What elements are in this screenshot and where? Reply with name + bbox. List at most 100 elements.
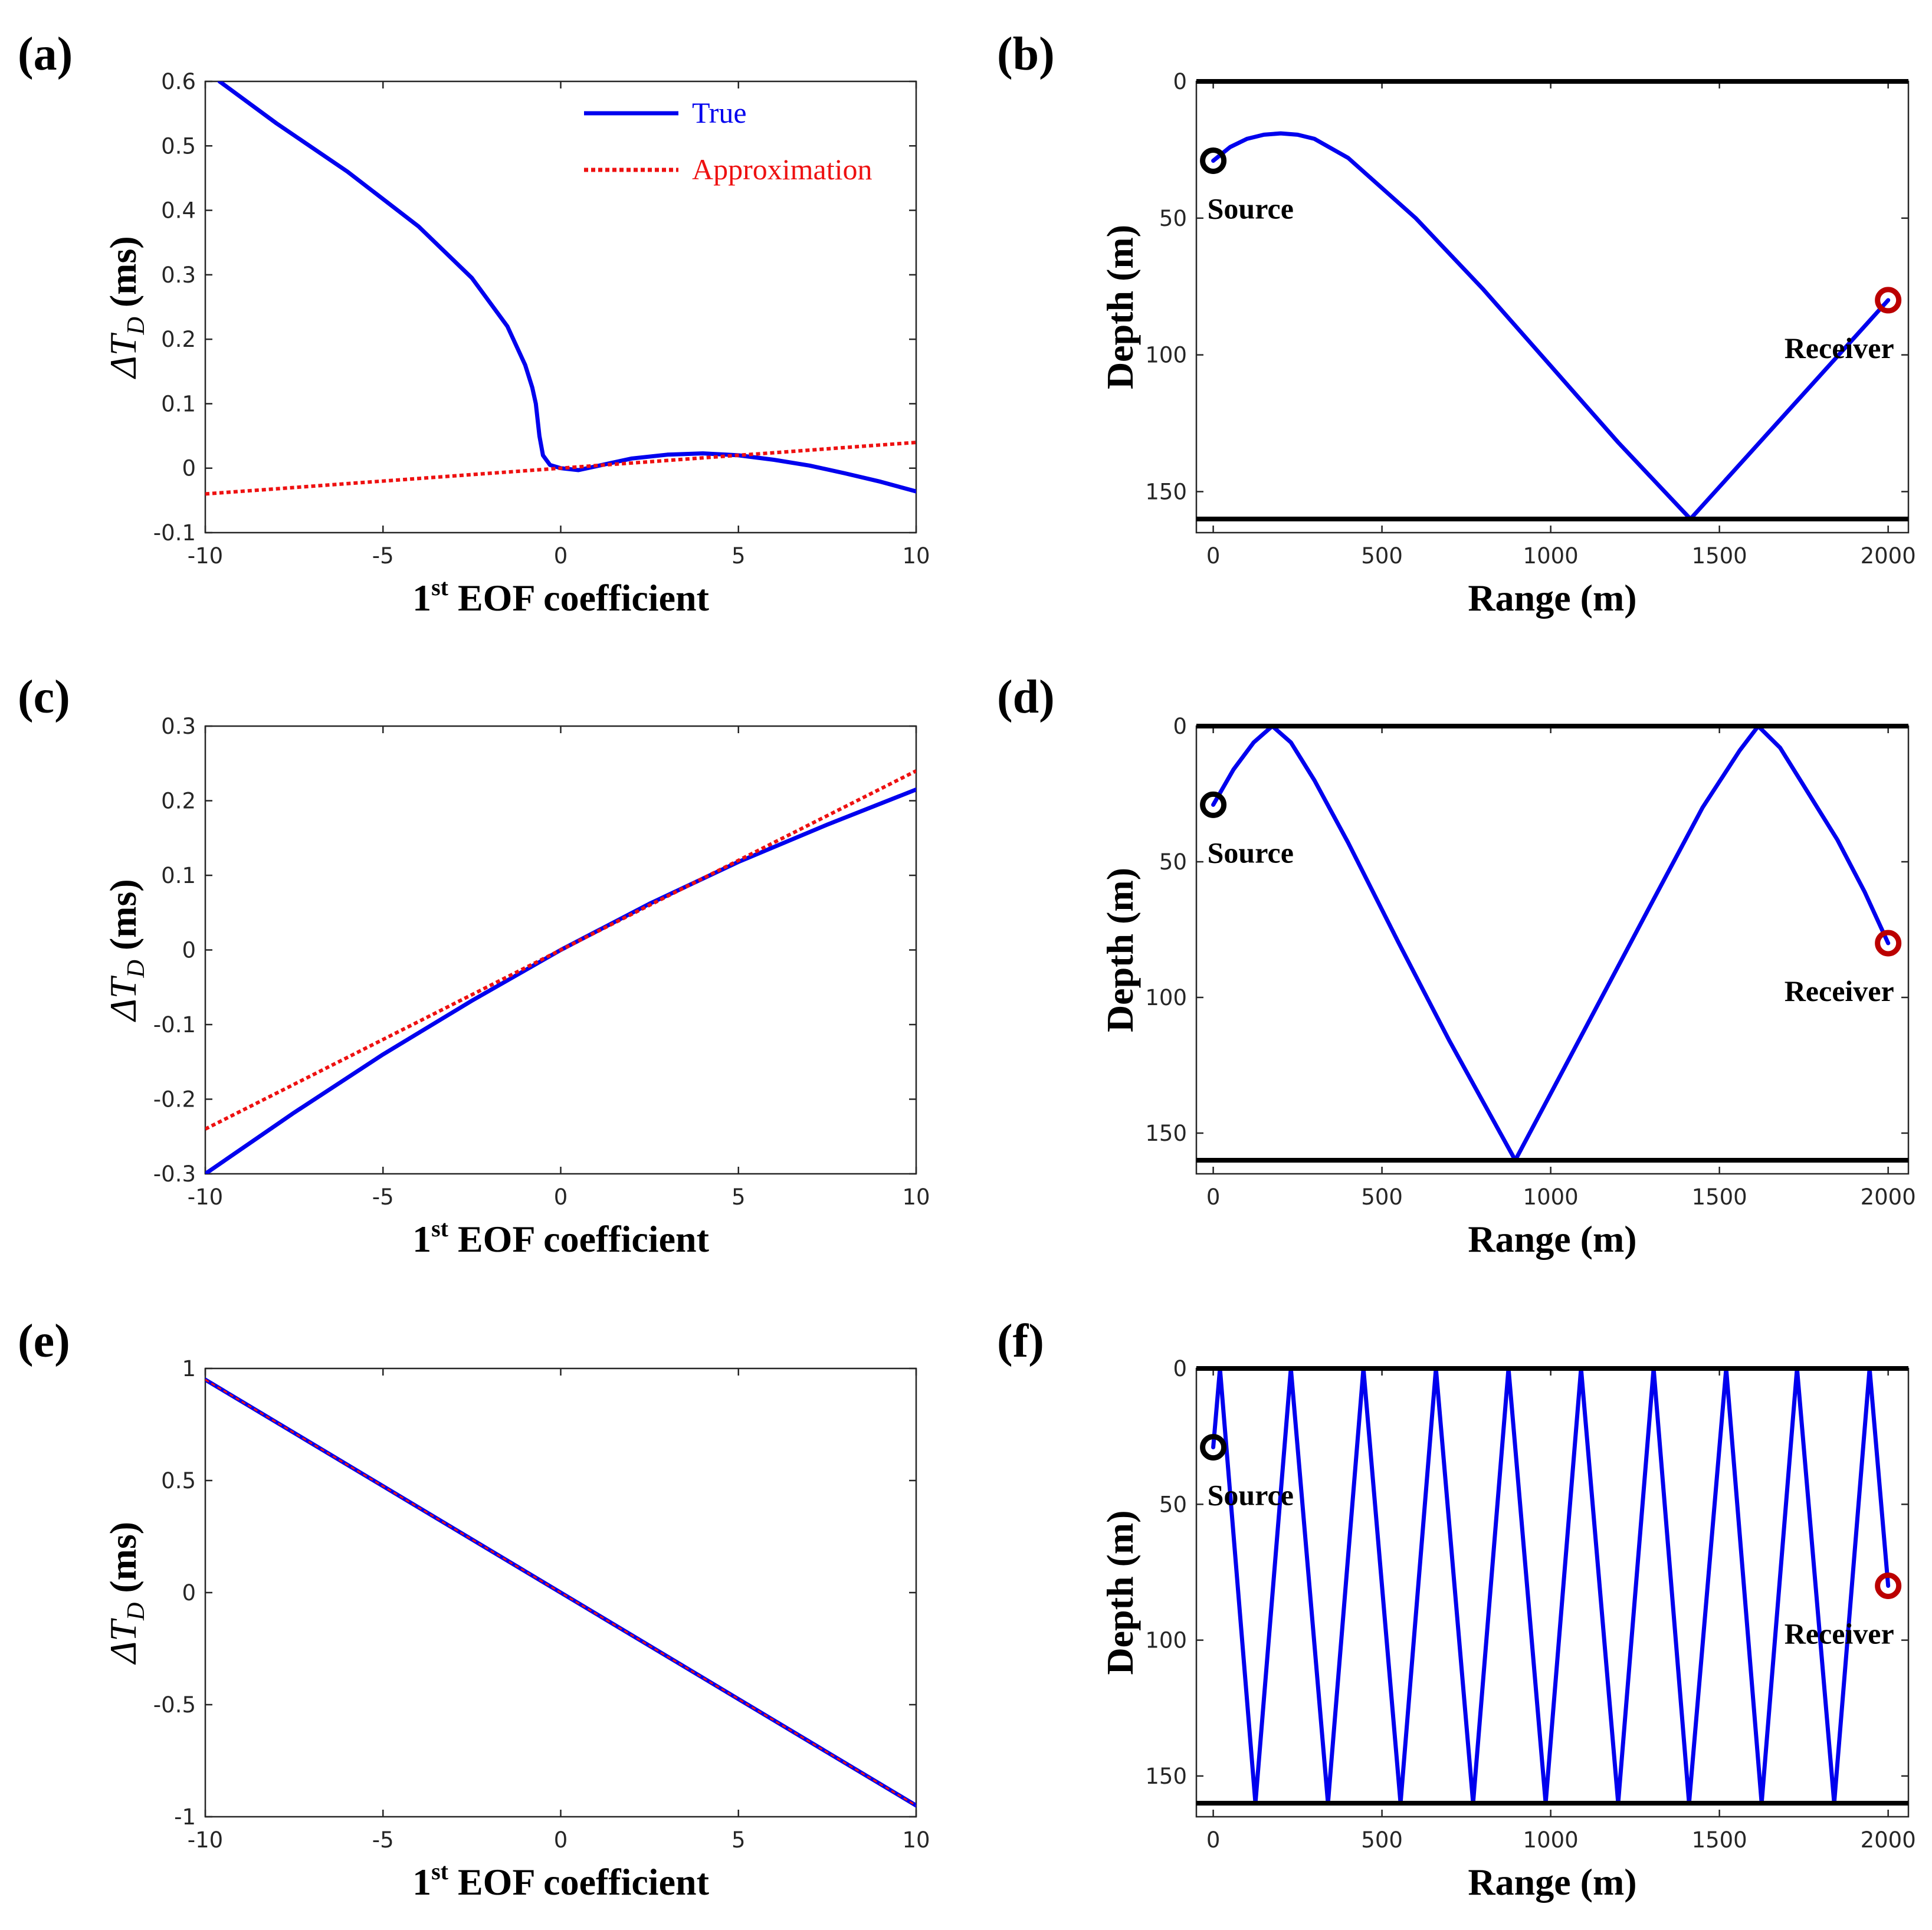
x-tick-label: 500 [1361, 1184, 1403, 1210]
plot-area-c [205, 769, 916, 1174]
series-true-line [217, 81, 916, 494]
x-tick-label: 2000 [1861, 1827, 1916, 1853]
y-tick-label: -0.5 [153, 1692, 196, 1718]
x-axis-label-f: Range (m) [1468, 1861, 1636, 1903]
x-tick-label: 5 [732, 543, 746, 569]
y-tick-label: 50 [1159, 849, 1187, 875]
x-tick-label: -10 [188, 1827, 223, 1853]
source-label: Source [1208, 836, 1294, 869]
plot-area-f [1211, 1368, 1891, 1806]
series-ray-line [1211, 1368, 1891, 1806]
x-tick-label: 0 [1206, 1827, 1221, 1853]
y-tick-label: -0.3 [153, 1161, 196, 1187]
panel-label-a: (a) [18, 28, 73, 80]
panel-label-e: (e) [18, 1315, 70, 1367]
series-approximation-line [205, 1378, 916, 1807]
x-axis-label-b: Range (m) [1468, 577, 1636, 619]
x-tick-label: 0 [1206, 1184, 1221, 1210]
y-tick-label: 0.1 [161, 863, 196, 888]
x-tick-label: 10 [902, 543, 930, 569]
x-tick-label: 0 [554, 543, 568, 569]
panel-e: (e) -10 -5 0 5 10 -1 -0.5 0 0.5 1 1st EOF coefficie… [18, 1315, 930, 1903]
x-axis-label-c: 1st EOF coefficient [412, 1215, 709, 1260]
plot-area-b [1211, 131, 1891, 521]
x-tick-label: 0 [554, 1827, 568, 1853]
plot-area-e [205, 1377, 916, 1808]
y-tick-label: -0.1 [153, 520, 196, 546]
y-tick-label: 100 [1145, 1628, 1187, 1653]
y-axis-label-d: Depth (m) [1099, 868, 1141, 1032]
x-axis-label-a: 1st EOF coefficient [412, 574, 709, 619]
y-tick-label: 0 [182, 938, 196, 963]
y-tick-label: 0.1 [161, 391, 196, 416]
receiver-marker [1875, 930, 1902, 957]
panel-label-d: (d) [997, 671, 1055, 723]
x-tick-label: 1000 [1523, 1184, 1579, 1210]
y-tick-label: 0 [1173, 714, 1187, 739]
y-tick-label: 150 [1145, 1121, 1187, 1146]
source-marker [1200, 1434, 1227, 1461]
y-axis-label-f: Depth (m) [1099, 1510, 1141, 1675]
y-tick-label: 0.3 [161, 262, 196, 288]
y-tick-label: -0.1 [153, 1012, 196, 1038]
x-tick-label: 1500 [1692, 1827, 1747, 1853]
receiver-label: Receiver [1785, 1617, 1894, 1650]
y-axis-label-b: Depth (m) [1099, 225, 1141, 389]
legend-approximation-label: Approximation [692, 153, 872, 186]
panel-d: (d) 0 500 1000 1500 2000 0 50 100 150 Range (m) Dep… [997, 671, 1916, 1260]
x-tick-label: -5 [372, 1827, 394, 1853]
series-ray-line [1211, 726, 1891, 1163]
panel-label-f: (f) [997, 1315, 1044, 1367]
receiver-marker [1875, 1572, 1902, 1599]
y-tick-label: -0.2 [153, 1087, 196, 1112]
x-tick-label: 10 [902, 1184, 930, 1210]
x-tick-label: 10 [902, 1827, 930, 1853]
x-tick-label: -10 [188, 1184, 223, 1210]
x-tick-label: 1500 [1692, 1184, 1747, 1210]
y-tick-label: -1 [174, 1804, 196, 1830]
y-tick-label: 100 [1145, 343, 1187, 368]
x-tick-label: -5 [372, 1184, 394, 1210]
axes-frame-d [1195, 725, 1910, 1175]
y-tick-label: 150 [1145, 479, 1187, 504]
y-tick-label: 1 [182, 1356, 196, 1381]
x-tick-label: -5 [372, 543, 394, 569]
source-label: Source [1208, 1479, 1294, 1512]
receiver-marker [1875, 287, 1902, 314]
x-tick-label: 2000 [1861, 543, 1916, 569]
x-tick-label: 2000 [1861, 1184, 1916, 1210]
y-tick-label: 0 [182, 1580, 196, 1606]
panel-c: (c) -10 -5 0 5 10 -0.3 -0.2 -0.1 0 0.1 0.2 0.3 1st EO… [18, 671, 930, 1260]
y-axis-label-c: ΔTD (ms) [102, 879, 150, 1022]
y-tick-label: 0.2 [161, 327, 196, 352]
y-tick-label: 150 [1145, 1764, 1187, 1789]
y-tick-label: 50 [1159, 206, 1187, 231]
axes-frame-b [1195, 80, 1910, 534]
y-tick-label: 0.3 [161, 714, 196, 739]
x-tick-label: 5 [732, 1184, 746, 1210]
x-axis-label-d: Range (m) [1468, 1218, 1636, 1260]
plot-area-a [205, 81, 916, 496]
x-tick-label: 500 [1361, 543, 1403, 569]
y-tick-label: 0 [1173, 1356, 1187, 1381]
source-label: Source [1208, 192, 1294, 225]
panel-a: (a) -10 -5 0 5 10 -0.1 0 0.1 0.2 0.3 0.4 0.5 0.6 1st E… [18, 28, 930, 619]
y-tick-label: 0.6 [161, 69, 196, 94]
series-ray-line [1211, 131, 1891, 521]
x-axis-label-e: 1st EOF coefficient [412, 1858, 709, 1903]
y-axis-label-e: ΔTD (ms) [102, 1522, 150, 1665]
x-tick-label: 1500 [1692, 543, 1747, 569]
y-tick-label: 100 [1145, 985, 1187, 1010]
y-tick-label: 50 [1159, 1492, 1187, 1517]
series-approximation-line [205, 441, 916, 496]
x-tick-label: 1000 [1523, 1827, 1579, 1853]
panel-b: (b) 0 500 1000 1500 2000 0 50 100 150 Range (m) Dep… [997, 28, 1916, 619]
series-approximation-line [205, 769, 916, 1131]
plot-area-d [1211, 726, 1891, 1163]
x-tick-label: -10 [188, 543, 223, 569]
panel-label-b: (b) [997, 28, 1055, 80]
receiver-label: Receiver [1785, 974, 1894, 1007]
x-tick-label: 0 [554, 1184, 568, 1210]
x-tick-label: 5 [732, 1827, 746, 1853]
